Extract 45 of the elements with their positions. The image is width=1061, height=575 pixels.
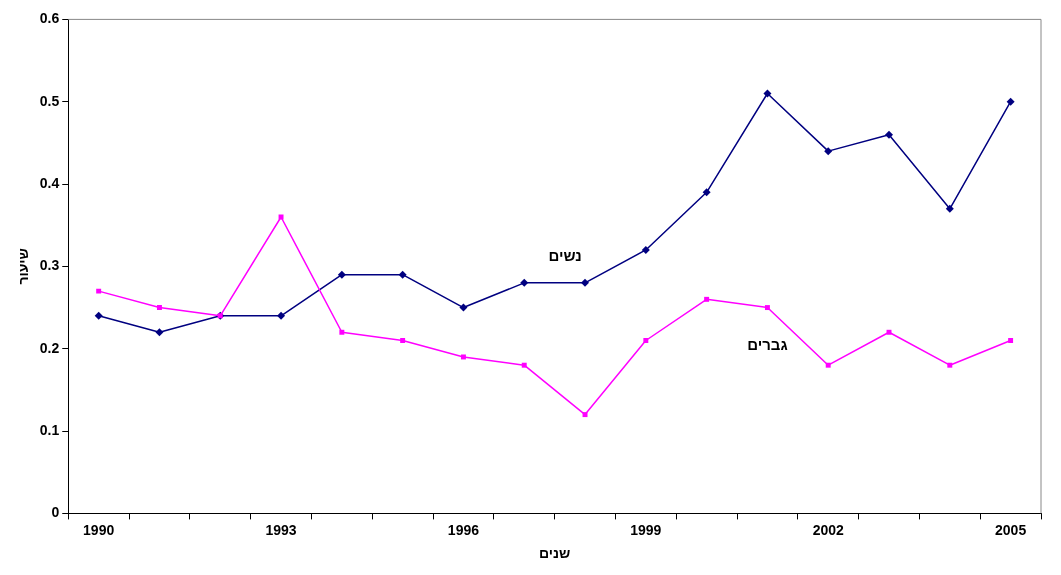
x-tick-label: 1990 — [83, 521, 115, 538]
y-axis-title: שיעור — [15, 248, 32, 285]
point — [885, 130, 894, 139]
point — [825, 362, 831, 368]
point — [459, 303, 468, 312]
x-tick-label: 1999 — [630, 521, 662, 538]
y-tick-label: 0.2 — [39, 339, 60, 356]
series-label: גברים — [747, 335, 788, 353]
point — [763, 89, 772, 98]
point — [398, 270, 407, 279]
point — [520, 278, 529, 287]
point — [96, 288, 102, 294]
point — [947, 362, 953, 368]
y-tick-label: 0.5 — [39, 92, 60, 109]
point — [581, 278, 590, 287]
point — [460, 354, 466, 360]
point — [824, 147, 833, 156]
point — [704, 296, 710, 302]
point — [1006, 97, 1015, 106]
point — [94, 311, 103, 320]
y-tick-label: 0 — [51, 504, 60, 521]
x-axis-title: שנים — [538, 545, 571, 562]
y-tick-label: 0.4 — [39, 174, 60, 191]
x-tick-label: 2002 — [812, 521, 844, 538]
y-tick-label: 0.3 — [39, 257, 60, 274]
point — [521, 362, 527, 368]
series-label: נשים — [548, 246, 582, 264]
point — [643, 338, 649, 343]
point — [337, 270, 346, 279]
point — [1008, 338, 1014, 343]
x-tick-label: 1996 — [447, 521, 480, 538]
point — [945, 204, 954, 213]
point — [582, 412, 588, 418]
x-tick-label: 1993 — [265, 521, 297, 538]
point — [156, 305, 162, 311]
point — [155, 328, 164, 337]
point — [400, 338, 406, 343]
y-tick-label: 0.1 — [39, 421, 60, 438]
x-tick-label: 2005 — [995, 521, 1027, 538]
y-tick-label: 0.6 — [39, 10, 60, 27]
point — [764, 305, 770, 311]
point — [641, 245, 650, 254]
point — [702, 188, 711, 197]
point — [277, 311, 286, 320]
point — [339, 329, 345, 335]
